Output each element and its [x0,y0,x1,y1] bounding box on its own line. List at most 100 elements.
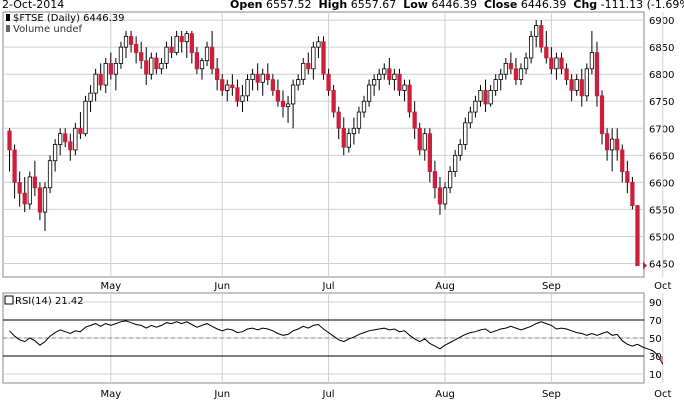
candle-body [123,35,129,48]
candle-body [174,35,179,53]
candle-body [179,35,184,43]
candle-body [468,111,473,124]
candle-body [366,84,372,102]
candle-body [412,111,417,129]
candle-body [488,90,493,105]
candle-body [447,171,453,189]
candle-body [589,52,595,70]
candle-body [149,57,154,75]
candle-body [625,171,630,183]
candle-body [133,44,139,53]
candle-body [235,87,240,102]
candle-body [559,57,564,70]
candle-body [361,100,367,113]
rsi-tick-label: 30 [649,352,662,363]
month-label: Jun [213,281,230,292]
candle-body [336,111,341,129]
price-tick-label: 6750 [649,97,674,108]
month-label: Jun [213,389,230,400]
chg-label: Chg [573,0,598,11]
candle-body [37,187,43,213]
candle-body [199,60,205,70]
candle-body [12,149,17,183]
month-label: Jul [322,389,335,400]
candle-body [392,73,397,81]
month-label: May [100,389,121,400]
rsi-line [9,320,664,365]
candle-body [311,46,316,70]
candle-body [280,100,286,108]
candle-body [98,73,103,86]
candle-body [427,133,432,172]
candle-body [27,176,32,205]
price-tick-label: 6500 [649,232,674,243]
candle-body [635,205,640,267]
candle-body [569,79,574,91]
close-value: 6446.39 [520,0,567,11]
candle-body [372,79,377,86]
close-label: Close [483,0,518,11]
candle-body [316,41,321,48]
candle-body [341,127,346,148]
candle-body [594,52,600,97]
candle-body [225,84,230,91]
candle-body [230,84,235,89]
candle-body [164,46,169,64]
candle-body [351,127,357,135]
candle-body [189,33,194,53]
low-value: 6446.39 [431,0,477,11]
candle-body [321,41,326,75]
candle-body [615,138,620,151]
candle-body [215,68,220,81]
candle-body [245,79,250,97]
candle-body [508,62,513,70]
candle-body [630,181,635,207]
high-value: 6557.67 [350,0,397,11]
candle-body [285,103,291,108]
month-label: Oct [654,389,671,400]
candle-body [255,73,260,83]
candle-body [478,90,483,102]
rsi-tick-label: 70 [649,316,662,327]
price-tick-label: 6550 [649,205,674,216]
candle-body [503,62,508,75]
price-tick-label: 6850 [649,43,674,54]
candle-body [103,62,108,86]
candle-body [584,68,589,97]
open-label: Open [230,0,263,11]
candle-body [437,187,443,205]
candle-body [88,92,93,102]
month-label: Jul [322,281,335,292]
candle-body [260,73,265,83]
candle-body [377,73,382,81]
candle-body [17,181,22,194]
candle-body [113,62,119,75]
candle-body [397,73,402,91]
price-tick-label: 6450 [649,259,674,270]
candle-body [240,95,245,102]
high-label: High [318,0,348,11]
volume-legend-label: Volume undef [13,24,83,35]
candle-body [523,57,529,70]
candle-body [154,57,159,70]
candle-body [265,73,270,81]
volume-legend-icon [6,25,10,32]
candle-body [108,62,113,75]
candle-body [382,68,387,75]
candle-body [599,95,605,135]
price-tick-label: 6700 [649,124,674,135]
candle-body [68,141,73,151]
candle-body [407,84,412,113]
candle-body [387,68,392,81]
candle-body [194,52,200,70]
candle-body [331,90,336,113]
candle-body [498,73,503,81]
candle-body [93,73,98,94]
rsi-legend-icon [4,295,14,305]
candle-body [518,68,524,81]
candle-body [483,90,488,105]
open-value: 6557.52 [266,0,312,11]
candle-body [346,133,351,148]
candle-body [610,138,615,151]
candle-body [564,68,569,81]
